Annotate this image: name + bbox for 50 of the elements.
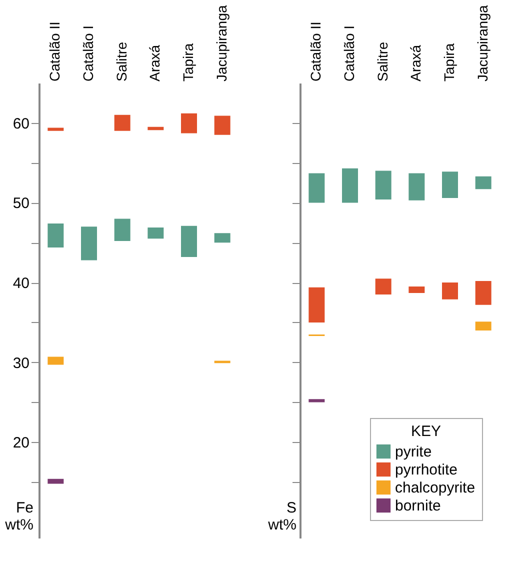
y-tick-label: 20: [12, 434, 30, 452]
bar: [48, 356, 64, 365]
bar: [475, 176, 492, 190]
bar: [181, 113, 197, 134]
bar: [408, 286, 425, 293]
x-tick-label: Salitre: [113, 42, 130, 82]
bar: [148, 126, 164, 130]
x-tick-label: Araxá: [408, 44, 424, 82]
bar: [308, 287, 325, 322]
bar: [214, 233, 230, 243]
y-tick-label: 30: [12, 354, 30, 372]
x-tick-label: Tapira: [441, 43, 457, 82]
legend-label: chalcopyrite: [395, 480, 476, 496]
bar: [442, 282, 458, 300]
bar: [475, 322, 492, 330]
legend-label: pyrrhotite: [395, 462, 458, 478]
y-axis-title: Fe wt%: [4, 500, 34, 534]
legend-label: pyrite: [395, 444, 432, 460]
bar: [214, 116, 230, 135]
bar: [342, 168, 358, 203]
bar: [442, 172, 458, 198]
bar: [375, 170, 392, 200]
legend-label: bornite: [395, 498, 441, 514]
x-tick-label: Catalão II: [308, 22, 324, 82]
x-tick-label: Catalão II: [46, 22, 63, 82]
y-tick-label: 40: [12, 275, 30, 292]
bar: [48, 128, 64, 131]
legend-title: KEY: [410, 423, 442, 440]
x-tick-label: Catalão I: [80, 25, 96, 82]
x-tick-label: Tapira: [180, 43, 196, 82]
x-tick-label: Catalão I: [341, 25, 357, 82]
bar: [48, 478, 64, 484]
bar: [114, 114, 130, 131]
y-tick-label: 50: [12, 195, 30, 212]
bar: [81, 226, 97, 260]
y-axis-title: S wt%: [267, 500, 296, 534]
x-tick-label: Jacupiranga: [213, 5, 230, 82]
bar: [148, 227, 164, 239]
bar: [375, 278, 392, 295]
x-tick-label: Salitre: [374, 42, 390, 82]
x-tick-label: Araxá: [146, 44, 163, 82]
bar: [308, 173, 325, 203]
bar: [408, 173, 425, 200]
x-tick-label: Jacupiranga: [474, 5, 490, 82]
bar: [48, 223, 64, 248]
bar: [308, 399, 325, 402]
bar: [114, 218, 130, 242]
y-tick-label: 60: [12, 115, 30, 132]
bar: [181, 226, 197, 258]
bar: [475, 280, 492, 305]
